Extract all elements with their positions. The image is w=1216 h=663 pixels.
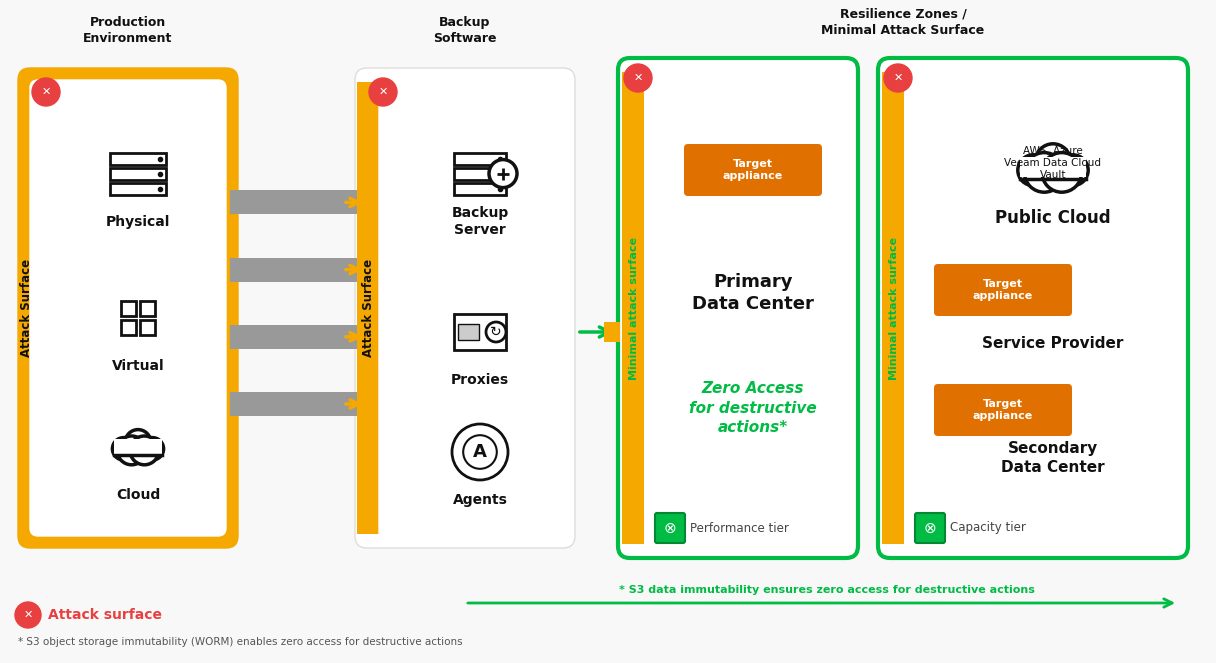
Text: Backup
Software: Backup Software — [433, 15, 497, 44]
Circle shape — [463, 435, 497, 469]
FancyBboxPatch shape — [18, 68, 238, 548]
Circle shape — [15, 602, 41, 628]
Bar — [140, 300, 154, 316]
Circle shape — [1024, 152, 1064, 192]
Bar — [109, 182, 167, 195]
Circle shape — [1018, 154, 1048, 186]
Circle shape — [624, 64, 652, 92]
Text: Public Cloud: Public Cloud — [995, 209, 1110, 227]
Circle shape — [489, 160, 517, 188]
Circle shape — [486, 322, 506, 342]
Bar — [454, 168, 506, 180]
FancyBboxPatch shape — [655, 513, 685, 543]
Text: Performance tier: Performance tier — [689, 522, 789, 534]
Bar — [454, 182, 506, 195]
Text: Backup
Server: Backup Server — [451, 206, 508, 237]
Bar — [1020, 157, 1086, 177]
FancyBboxPatch shape — [878, 58, 1188, 558]
Bar — [140, 320, 154, 335]
Text: Capacity tier: Capacity tier — [950, 522, 1026, 534]
Text: Target
appliance: Target appliance — [722, 159, 783, 181]
Circle shape — [1035, 144, 1070, 179]
Circle shape — [884, 64, 912, 92]
Bar — [109, 168, 167, 180]
Text: ⊗: ⊗ — [924, 520, 936, 536]
FancyBboxPatch shape — [379, 76, 567, 540]
Text: ⊗: ⊗ — [664, 520, 676, 536]
Bar — [230, 325, 364, 349]
FancyBboxPatch shape — [30, 80, 226, 536]
Bar — [122, 320, 136, 335]
Text: Physical: Physical — [106, 215, 170, 229]
FancyBboxPatch shape — [914, 513, 945, 543]
Bar — [358, 82, 379, 534]
Text: ✕: ✕ — [634, 73, 643, 83]
Text: A: A — [473, 443, 486, 461]
FancyBboxPatch shape — [934, 384, 1073, 436]
Text: Service Provider: Service Provider — [983, 335, 1124, 351]
Circle shape — [1042, 152, 1081, 192]
Text: Virtual: Virtual — [112, 359, 164, 373]
Circle shape — [125, 430, 151, 455]
Bar — [122, 300, 136, 316]
Text: AWS, Azure
Veeam Data Cloud
Vault: AWS, Azure Veeam Data Cloud Vault — [1004, 146, 1102, 180]
Text: Attack surface: Attack surface — [47, 608, 162, 622]
Text: Target
appliance: Target appliance — [973, 399, 1034, 421]
Text: * S3 object storage immutability (WORM) enables zero access for destructive acti: * S3 object storage immutability (WORM) … — [18, 637, 462, 647]
FancyBboxPatch shape — [683, 144, 822, 196]
Text: ✕: ✕ — [894, 73, 902, 83]
Circle shape — [141, 438, 164, 460]
Bar — [623, 72, 644, 544]
Text: Target
appliance: Target appliance — [973, 279, 1034, 301]
Bar — [458, 324, 479, 340]
Circle shape — [452, 424, 508, 480]
Bar — [454, 314, 506, 350]
Text: Attack Surface: Attack Surface — [21, 259, 34, 357]
Bar — [114, 439, 162, 453]
Text: Resilience Zones /
Minimal Attack Surface: Resilience Zones / Minimal Attack Surfac… — [821, 7, 985, 36]
Text: ↻: ↻ — [490, 325, 502, 339]
Text: Primary
Data Center: Primary Data Center — [692, 273, 814, 313]
Bar — [109, 152, 167, 164]
Text: Secondary
Data Center: Secondary Data Center — [1001, 441, 1105, 475]
Text: ✕: ✕ — [41, 87, 51, 97]
Text: Zero Access
for destructive
actions*: Zero Access for destructive actions* — [689, 381, 817, 436]
Text: Minimal attack surface: Minimal attack surface — [629, 237, 638, 379]
Circle shape — [368, 78, 396, 106]
FancyBboxPatch shape — [934, 264, 1073, 316]
Circle shape — [130, 436, 159, 465]
Text: ✕: ✕ — [378, 87, 388, 97]
Bar — [230, 392, 364, 416]
Circle shape — [112, 438, 135, 460]
FancyBboxPatch shape — [618, 58, 858, 558]
Text: * S3 data immutability ensures zero access for destructive actions: * S3 data immutability ensures zero acce… — [619, 585, 1035, 595]
Text: Attack Surface: Attack Surface — [361, 259, 375, 357]
Bar — [230, 190, 364, 214]
Text: Minimal attack surface: Minimal attack surface — [889, 237, 899, 379]
Circle shape — [117, 436, 146, 465]
Text: Cloud: Cloud — [116, 488, 161, 502]
Bar — [604, 322, 620, 342]
Circle shape — [32, 78, 60, 106]
Text: Proxies: Proxies — [451, 373, 510, 387]
Text: Production
Environment: Production Environment — [84, 15, 173, 44]
FancyBboxPatch shape — [355, 68, 575, 548]
Bar — [882, 72, 903, 544]
Circle shape — [1058, 154, 1088, 186]
Bar — [454, 152, 506, 164]
Bar — [230, 258, 364, 282]
Text: ✕: ✕ — [23, 610, 33, 620]
Text: Agents: Agents — [452, 493, 507, 507]
